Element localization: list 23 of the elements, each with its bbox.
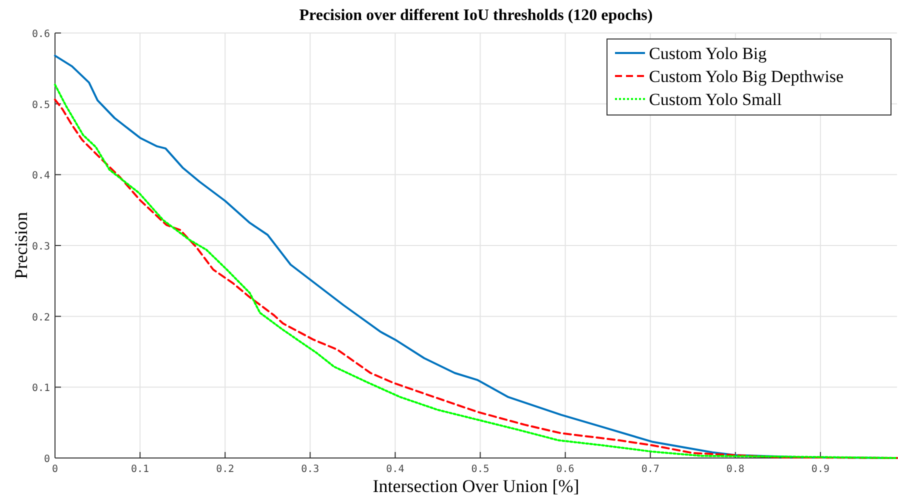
x-tick-label: 0.4 bbox=[386, 464, 404, 475]
x-tick-label: 0 bbox=[52, 464, 58, 475]
x-tick-label: 0.7 bbox=[641, 464, 660, 475]
x-tick-label: 0.2 bbox=[216, 464, 234, 475]
chart-title: Precision over different IoU thresholds (120 epochs) bbox=[299, 7, 653, 24]
y-tick-label: 0.6 bbox=[32, 29, 50, 40]
x-tick-label: 0.8 bbox=[726, 464, 744, 475]
x-tick-label: 0.3 bbox=[301, 464, 320, 475]
y-tick-label: 0.3 bbox=[32, 242, 50, 252]
legend-label: Custom Yolo Small bbox=[649, 90, 782, 109]
x-tick-label: 0.9 bbox=[811, 464, 830, 475]
x-tick-label: 0.5 bbox=[471, 464, 490, 475]
y-tick-label: 0.4 bbox=[32, 170, 50, 182]
y-tick-label: 0.5 bbox=[32, 100, 50, 111]
y-tick-label: 0 bbox=[44, 454, 50, 465]
y-tick-label: 0.1 bbox=[32, 383, 50, 394]
legend-label: Custom Yolo Big Depthwise bbox=[649, 67, 844, 86]
y-axis-title: Precision bbox=[11, 212, 31, 279]
legend-label: Custom Yolo Big bbox=[649, 44, 768, 63]
x-axis-title: Intersection Over Union [%] bbox=[372, 476, 580, 496]
x-tick-label: 0.6 bbox=[556, 464, 574, 475]
x-tick-label: 0.1 bbox=[131, 464, 150, 475]
y-tick-label: 0.2 bbox=[32, 312, 50, 324]
